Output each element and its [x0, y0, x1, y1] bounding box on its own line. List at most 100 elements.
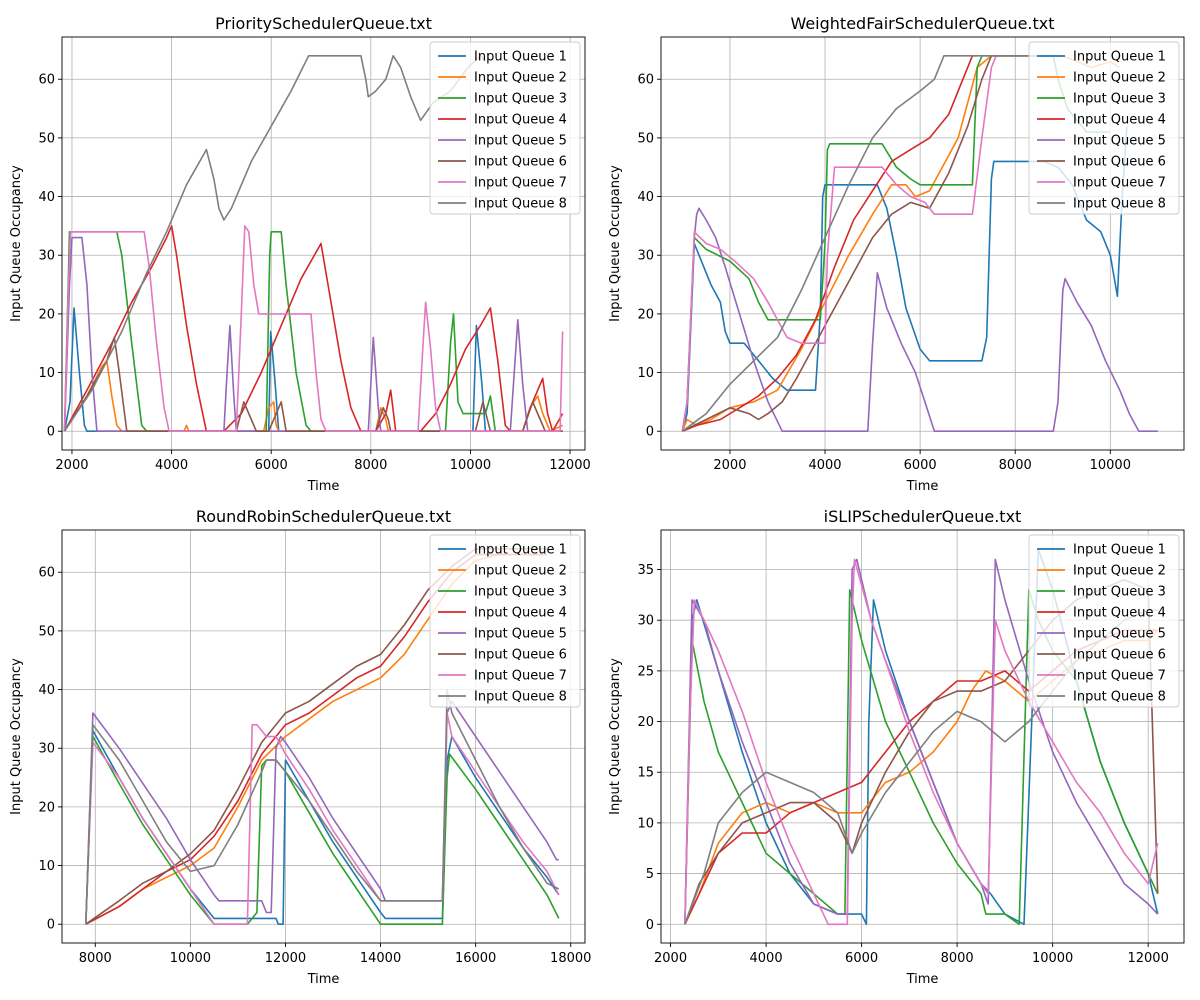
y-axis-label: Input Queue Occupancy	[608, 658, 623, 815]
legend-label: Input Queue 5	[1073, 627, 1166, 642]
legend-label: Input Queue 8	[1073, 690, 1166, 705]
x-tick-label: 2000	[55, 458, 88, 473]
legend-label: Input Queue 1	[474, 50, 567, 65]
x-tick-label: 2000	[713, 458, 746, 473]
y-tick-label: 60	[637, 73, 654, 88]
legend-label: Input Queue 4	[1073, 606, 1166, 621]
legend-label: Input Queue 2	[1073, 564, 1166, 579]
axes-frame	[660, 529, 1185, 944]
y-tick-label: 40	[38, 683, 55, 698]
series-line-input-queue-6	[682, 55, 1063, 432]
legend-label: Input Queue 2	[474, 71, 567, 86]
x-tick-label: 8000	[941, 951, 974, 966]
x-tick-label: 6000	[904, 458, 937, 473]
x-tick-label: 6000	[845, 951, 878, 966]
y-tick-label: 0	[47, 425, 55, 440]
series-line-input-queue-7	[684, 558, 1159, 926]
y-tick-label: 5	[646, 867, 654, 882]
legend-label: Input Queue 7	[474, 669, 567, 684]
legend-label: Input Queue 8	[474, 690, 567, 705]
legend-label: Input Queue 7	[474, 176, 567, 191]
y-tick-label: 20	[38, 800, 55, 815]
x-tick-label: 10000	[1090, 458, 1131, 473]
legend-label: Input Queue 4	[474, 113, 567, 128]
x-axis-label: Time	[906, 479, 939, 494]
x-tick-label: 4000	[808, 458, 841, 473]
legend-label: Input Queue 2	[1073, 71, 1166, 86]
legend-label: Input Queue 6	[1073, 155, 1166, 170]
y-tick-label: 20	[637, 307, 654, 322]
x-tick-label: 14000	[360, 951, 401, 966]
x-tick-label: 4000	[750, 951, 783, 966]
x-tick-label: 16000	[455, 951, 496, 966]
legend-label: Input Queue 1	[1073, 50, 1166, 65]
legend-label: Input Queue 8	[474, 197, 567, 212]
legend-box	[1028, 41, 1180, 215]
x-tick-label: 12000	[1127, 951, 1168, 966]
series-line-input-queue-8	[85, 688, 560, 925]
series-line-input-queue-7	[681, 55, 1063, 432]
chart-title: iSLIPSchedulerQueue.txt	[824, 507, 1022, 526]
y-tick-label: 20	[38, 307, 55, 322]
legend-label: Input Queue 3	[474, 92, 567, 107]
y-tick-label: 15	[637, 766, 654, 781]
x-axis-label: Time	[307, 972, 340, 987]
x-axis-label: Time	[307, 479, 340, 494]
series-line-input-queue-5	[85, 700, 559, 925]
legend-label: Input Queue 2	[474, 564, 567, 579]
axes-frame	[61, 36, 586, 451]
y-tick-label: 50	[38, 624, 55, 639]
series-line-input-queue-7	[85, 712, 560, 925]
subplot-1: 2000 4000 6000 8000 10000 12000 0 10 20 30 40 50 60 P…	[9, 14, 591, 494]
legend-label: Input Queue 8	[1073, 197, 1166, 212]
series-line-input-queue-4	[682, 55, 978, 432]
chart-title: WeightedFairSchedulerQueue.txt	[790, 14, 1054, 33]
subplot-2: 2000 4000 6000 8000 10000 0 10 20 30 40 50 60 Weight…	[608, 14, 1185, 494]
y-tick-label: 0	[646, 918, 654, 933]
legend-label: Input Queue 7	[1073, 176, 1166, 191]
legend-box	[1028, 534, 1180, 708]
series-line-input-queue-8	[63, 55, 487, 432]
legend-label: Input Queue 5	[474, 134, 567, 149]
series-line-input-queue-5	[684, 558, 1159, 925]
y-tick-label: 10	[637, 366, 654, 381]
y-axis-label: Input Queue Occupancy	[9, 165, 24, 322]
x-tick-label: 10000	[1032, 951, 1073, 966]
legend-label: Input Queue 1	[474, 543, 567, 558]
series-line-input-queue-5	[681, 207, 1158, 432]
legend-box	[429, 534, 581, 708]
series-line-input-queue-7	[63, 225, 564, 432]
y-tick-label: 50	[637, 131, 654, 146]
series-line-input-queue-3	[63, 231, 563, 432]
y-tick-label: 0	[47, 918, 55, 933]
y-tick-label: 0	[646, 425, 654, 440]
axes-frame	[61, 529, 586, 944]
legend-label: Input Queue 6	[1073, 648, 1166, 663]
y-tick-label: 10	[38, 859, 55, 874]
x-tick-label: 8000	[354, 458, 387, 473]
y-axis-label: Input Queue Occupancy	[9, 658, 24, 815]
x-tick-label: 2000	[654, 951, 687, 966]
y-tick-label: 35	[637, 563, 654, 578]
series-line-input-queue-5	[63, 236, 563, 432]
x-tick-label: 4000	[155, 458, 188, 473]
x-tick-label: 8000	[79, 951, 112, 966]
x-tick-label: 10000	[450, 458, 491, 473]
axes-frame	[660, 36, 1185, 451]
y-tick-label: 40	[38, 190, 55, 205]
legend-label: Input Queue 7	[1073, 669, 1166, 684]
legend-label: Input Queue 3	[474, 585, 567, 600]
series-line-input-queue-1	[63, 307, 563, 432]
x-tick-label: 6000	[255, 458, 288, 473]
x-tick-label: 10000	[170, 951, 211, 966]
series-line-input-queue-1	[85, 729, 560, 925]
y-axis-label: Input Queue Occupancy	[608, 165, 623, 322]
y-tick-label: 25	[637, 664, 654, 679]
y-tick-label: 40	[637, 190, 654, 205]
x-tick-label: 12000	[265, 951, 306, 966]
y-tick-label: 60	[38, 73, 55, 88]
y-tick-label: 50	[38, 131, 55, 146]
chart-title: PrioritySchedulerQueue.txt	[215, 14, 432, 33]
chart-title: RoundRobinSchedulerQueue.txt	[196, 507, 451, 526]
